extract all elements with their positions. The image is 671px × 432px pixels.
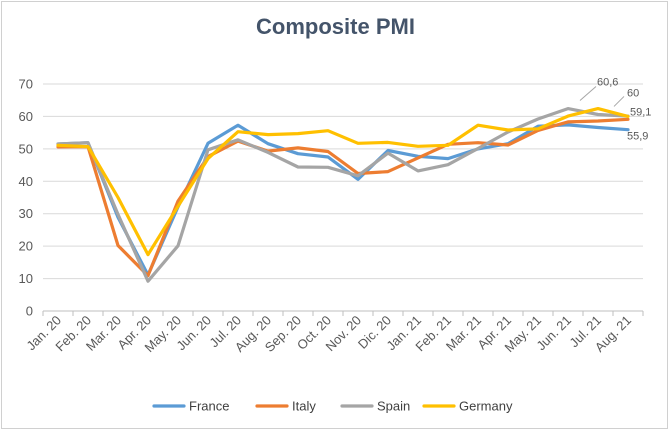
series-lines: [56, 106, 630, 283]
y-tick-label: 60: [19, 109, 33, 124]
y-tick-label: 0: [26, 304, 33, 319]
data-label: 59,1: [630, 106, 651, 118]
y-tick-label: 70: [19, 77, 33, 92]
gridlines: [43, 83, 643, 312]
data-label-leader: [579, 86, 597, 101]
legend-label-france: France: [189, 399, 229, 414]
y-tick-label: 30: [19, 206, 33, 221]
legend-label-italy: Italy: [292, 399, 316, 414]
y-tick-label: 10: [19, 271, 33, 286]
series-line-italy: [56, 117, 630, 278]
series-line-germany: [56, 106, 630, 257]
y-tick-label: 20: [19, 239, 33, 254]
y-tick-label: 50: [19, 141, 33, 156]
y-axis-ticks: 0 10 20 30 40 50 60 70: [19, 77, 33, 319]
data-labels: 60,6 60 59,1 55,9: [579, 76, 651, 143]
data-label-leader: [613, 96, 625, 107]
data-label: 55,9: [627, 131, 648, 143]
chart-title: Composite PMI: [256, 14, 415, 39]
series-line-france: [56, 123, 630, 277]
data-label: 60: [627, 87, 639, 99]
legend-label-spain: Spain: [377, 399, 410, 414]
data-label: 60,6: [597, 76, 618, 88]
y-tick-label: 40: [19, 174, 33, 189]
legend: France Italy Spain Germany: [152, 399, 513, 414]
series-line-spain: [56, 106, 630, 283]
legend-label-germany: Germany: [459, 399, 513, 414]
